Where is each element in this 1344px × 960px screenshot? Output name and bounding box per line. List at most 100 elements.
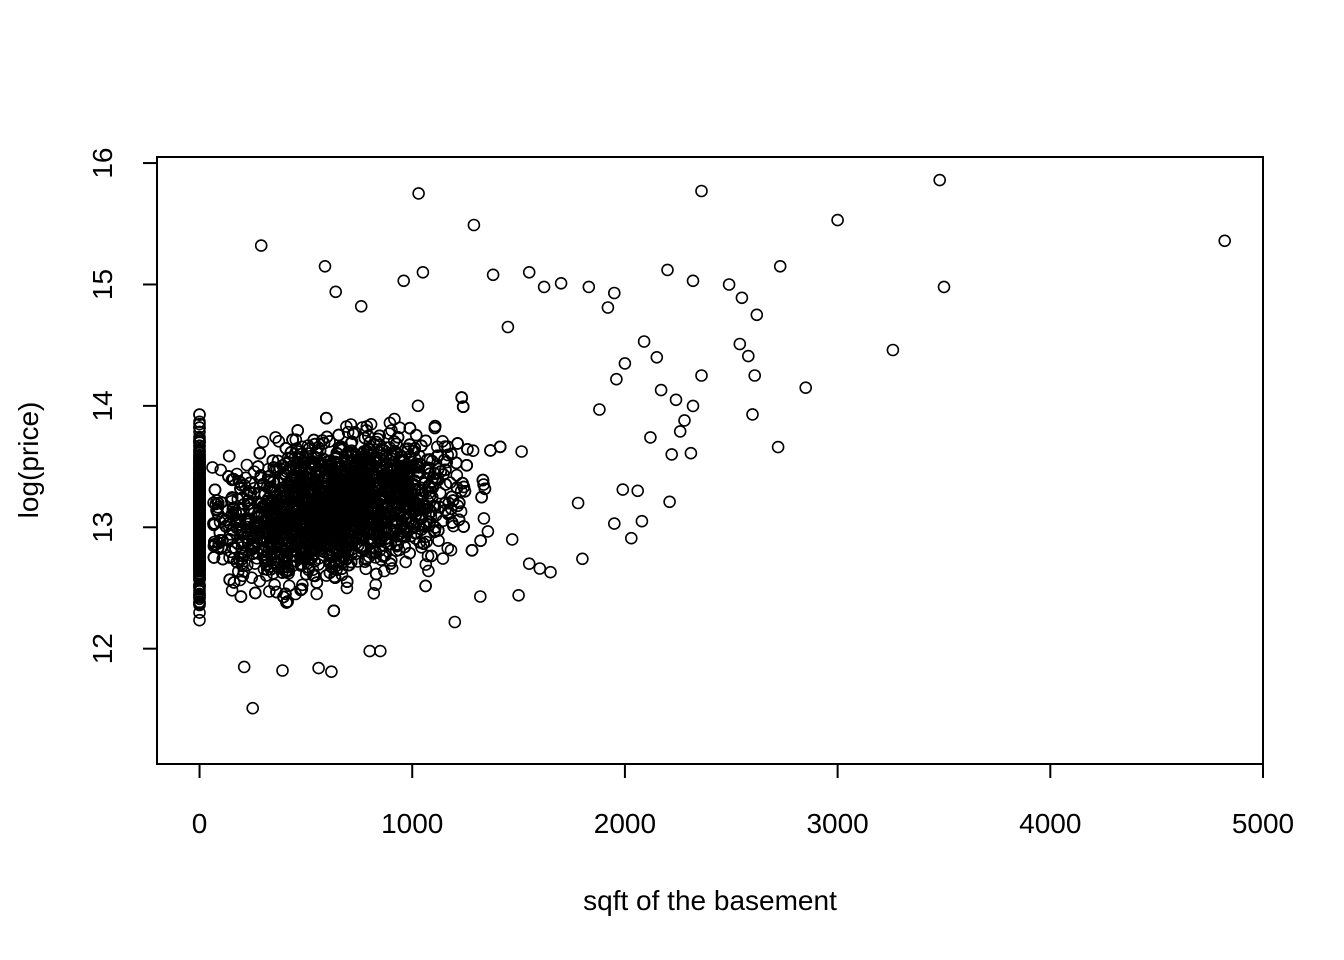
data-point <box>378 482 391 496</box>
data-point <box>576 552 589 566</box>
data-point <box>414 508 427 521</box>
data-point <box>230 513 243 527</box>
data-point <box>601 301 615 314</box>
data-point <box>222 449 236 463</box>
data-point <box>933 173 947 187</box>
data-point <box>323 519 337 533</box>
data-point <box>403 459 417 473</box>
data-point <box>340 575 354 589</box>
data-point <box>409 428 423 442</box>
data-point <box>637 335 651 348</box>
y-axis: 12 13 14 15 16 <box>87 148 158 664</box>
data-point <box>338 475 352 489</box>
data-point <box>329 455 342 469</box>
data-point <box>222 470 235 483</box>
data-point <box>225 491 239 504</box>
data-point <box>686 274 700 288</box>
data-point <box>475 490 488 504</box>
data-point <box>669 393 683 407</box>
x-tick-label: 5000 <box>1232 808 1294 839</box>
data-point <box>383 462 397 476</box>
data-point <box>332 479 345 493</box>
data-point <box>425 549 438 563</box>
data-point <box>722 278 736 291</box>
data-point <box>383 557 397 571</box>
data-point <box>293 452 307 466</box>
data-point <box>236 569 250 583</box>
data-point <box>350 456 364 470</box>
data-point <box>384 510 398 524</box>
data-point <box>193 582 206 596</box>
data-point <box>476 473 490 487</box>
data-point <box>193 463 206 476</box>
data-point <box>618 357 632 370</box>
data-point <box>332 428 346 442</box>
data-point <box>193 503 206 517</box>
data-point <box>317 537 331 550</box>
data-point <box>522 557 536 571</box>
data-point <box>299 567 313 581</box>
data-point <box>886 343 900 357</box>
data-point <box>265 542 279 555</box>
data-point <box>631 484 645 498</box>
data-point <box>773 259 787 273</box>
data-point <box>348 506 361 520</box>
data-point <box>303 514 316 528</box>
data-point <box>397 274 411 288</box>
data-point <box>308 437 322 451</box>
data-point <box>607 286 621 300</box>
data-point <box>282 579 296 593</box>
data-point <box>431 449 445 463</box>
data-point <box>331 503 345 517</box>
data-point <box>444 447 458 461</box>
data-point <box>323 435 336 448</box>
data-point <box>309 539 323 552</box>
data-point <box>431 524 445 537</box>
data-point <box>695 184 708 198</box>
x-tick-label: 0 <box>192 808 208 839</box>
data-point <box>391 430 405 444</box>
data-point <box>364 486 378 500</box>
data-point <box>937 280 951 294</box>
data-point <box>461 442 474 456</box>
data-point <box>419 520 432 533</box>
data-point <box>445 516 459 529</box>
x-tick-label: 4000 <box>1019 808 1081 839</box>
data-point <box>673 425 687 438</box>
data-point <box>439 463 452 477</box>
data-point <box>315 491 329 504</box>
data-point <box>303 504 316 518</box>
data-point <box>338 523 352 536</box>
data-point <box>441 541 455 555</box>
data-point <box>407 477 420 491</box>
data-point <box>410 526 424 540</box>
data-point <box>359 468 373 482</box>
data-point <box>282 463 295 477</box>
data-point <box>340 450 354 463</box>
data-point <box>684 446 698 460</box>
data-point <box>211 507 225 521</box>
data-point <box>279 587 292 601</box>
data-point <box>354 299 368 313</box>
data-point <box>268 511 282 525</box>
data-point <box>515 445 528 458</box>
data-point <box>253 446 267 460</box>
data-point <box>266 454 280 468</box>
data-point <box>219 520 233 533</box>
data-point <box>582 280 596 294</box>
data-point <box>279 441 293 455</box>
data-point <box>390 539 403 553</box>
data-point <box>450 468 464 482</box>
data-point <box>390 437 403 451</box>
data-point <box>309 458 322 472</box>
data-point <box>571 496 585 510</box>
data-point <box>247 540 260 553</box>
data-point <box>750 308 764 322</box>
data-point <box>296 578 309 592</box>
data-point <box>522 265 536 279</box>
data-point <box>391 538 405 551</box>
data-point <box>267 556 281 569</box>
data-point <box>388 412 401 426</box>
data-point <box>254 239 268 252</box>
data-point <box>206 461 219 474</box>
